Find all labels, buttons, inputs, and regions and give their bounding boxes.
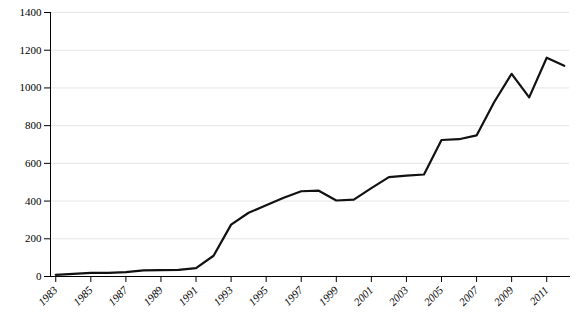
svg-text:400: 400	[25, 195, 42, 207]
svg-text:1983: 1983	[36, 283, 60, 307]
svg-text:1987: 1987	[106, 283, 130, 307]
svg-text:2007: 2007	[456, 283, 480, 307]
svg-text:1985: 1985	[71, 283, 95, 307]
svg-text:800: 800	[25, 119, 42, 131]
svg-text:600: 600	[25, 157, 42, 169]
svg-text:1989: 1989	[141, 283, 165, 307]
svg-text:1200: 1200	[20, 44, 43, 56]
svg-text:2003: 2003	[386, 283, 410, 307]
svg-text:1000: 1000	[20, 81, 43, 93]
svg-text:2011: 2011	[527, 284, 550, 307]
svg-text:0: 0	[36, 270, 42, 282]
svg-text:1995: 1995	[246, 283, 270, 307]
svg-text:1999: 1999	[316, 283, 340, 307]
svg-text:2009: 2009	[492, 283, 516, 307]
svg-text:1993: 1993	[211, 283, 235, 307]
svg-text:1997: 1997	[281, 283, 305, 307]
svg-text:1991: 1991	[176, 284, 200, 308]
svg-text:1400: 1400	[20, 6, 43, 18]
svg-text:2005: 2005	[421, 283, 445, 307]
svg-text:200: 200	[25, 232, 42, 244]
svg-text:2001: 2001	[351, 284, 375, 308]
